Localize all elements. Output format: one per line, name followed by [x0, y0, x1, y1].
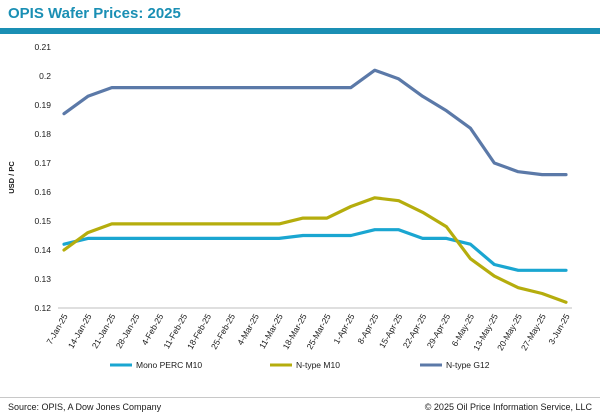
- y-tick-label: 0.13: [34, 274, 51, 284]
- x-tick-label: 28-Jan-25: [114, 312, 142, 350]
- y-tick-label: 0.16: [34, 187, 51, 197]
- x-tick-label: 7-Jan-25: [44, 312, 70, 346]
- series-line-n-type-m10: [62, 196, 568, 304]
- y-tick-label: 0.18: [34, 129, 51, 139]
- legend-label: N-type G12: [446, 360, 490, 370]
- series-line-mono-perc-m10: [62, 228, 568, 272]
- y-tick-label: 0.12: [34, 303, 51, 313]
- chart-title: OPIS Wafer Prices: 2025: [8, 5, 181, 22]
- y-tick-label: 0.21: [34, 42, 51, 52]
- y-tick-label: 0.2: [39, 71, 51, 81]
- x-tick-label: 4-Feb-25: [139, 312, 165, 347]
- legend-label: N-type M10: [296, 360, 340, 370]
- x-tick-label: 8-Apr-25: [355, 312, 380, 346]
- y-tick-label: 0.17: [34, 158, 51, 168]
- legend: Mono PERC M10 N-type M10 N-type G12: [110, 360, 490, 370]
- line-chart: USD / PC 0.12 0.13 0.14 0.15 0.16 0.17 0.18 0.19…: [7, 42, 572, 370]
- legend-label: Mono PERC M10: [136, 360, 202, 370]
- x-tick-label: 3-Jun-25: [546, 312, 572, 346]
- y-tick-label: 0.14: [34, 245, 51, 255]
- x-tick-label: 25-Mar-25: [304, 312, 332, 351]
- title-underline: [0, 28, 600, 34]
- x-tick-label: 1-Apr-25: [331, 312, 356, 346]
- source-note: Source: OPIS, A Dow Jones Company: [8, 402, 162, 412]
- footer-divider: [0, 397, 600, 398]
- series-line-n-type-g12: [62, 68, 568, 177]
- x-tick-label: 29-Apr-25: [425, 312, 453, 350]
- copyright-note: © 2025 Oil Price Information Service, LL…: [424, 402, 592, 412]
- y-tick-label: 0.15: [34, 216, 51, 226]
- series-lines: [62, 68, 568, 304]
- y-tick-label: 0.19: [34, 100, 51, 110]
- x-tick-label: 6-May-25: [449, 312, 476, 348]
- x-tick-label: 4-Mar-25: [235, 312, 261, 347]
- y-axis-title: USD / PC: [7, 161, 16, 194]
- x-tick-label: 25-Feb-25: [209, 312, 237, 351]
